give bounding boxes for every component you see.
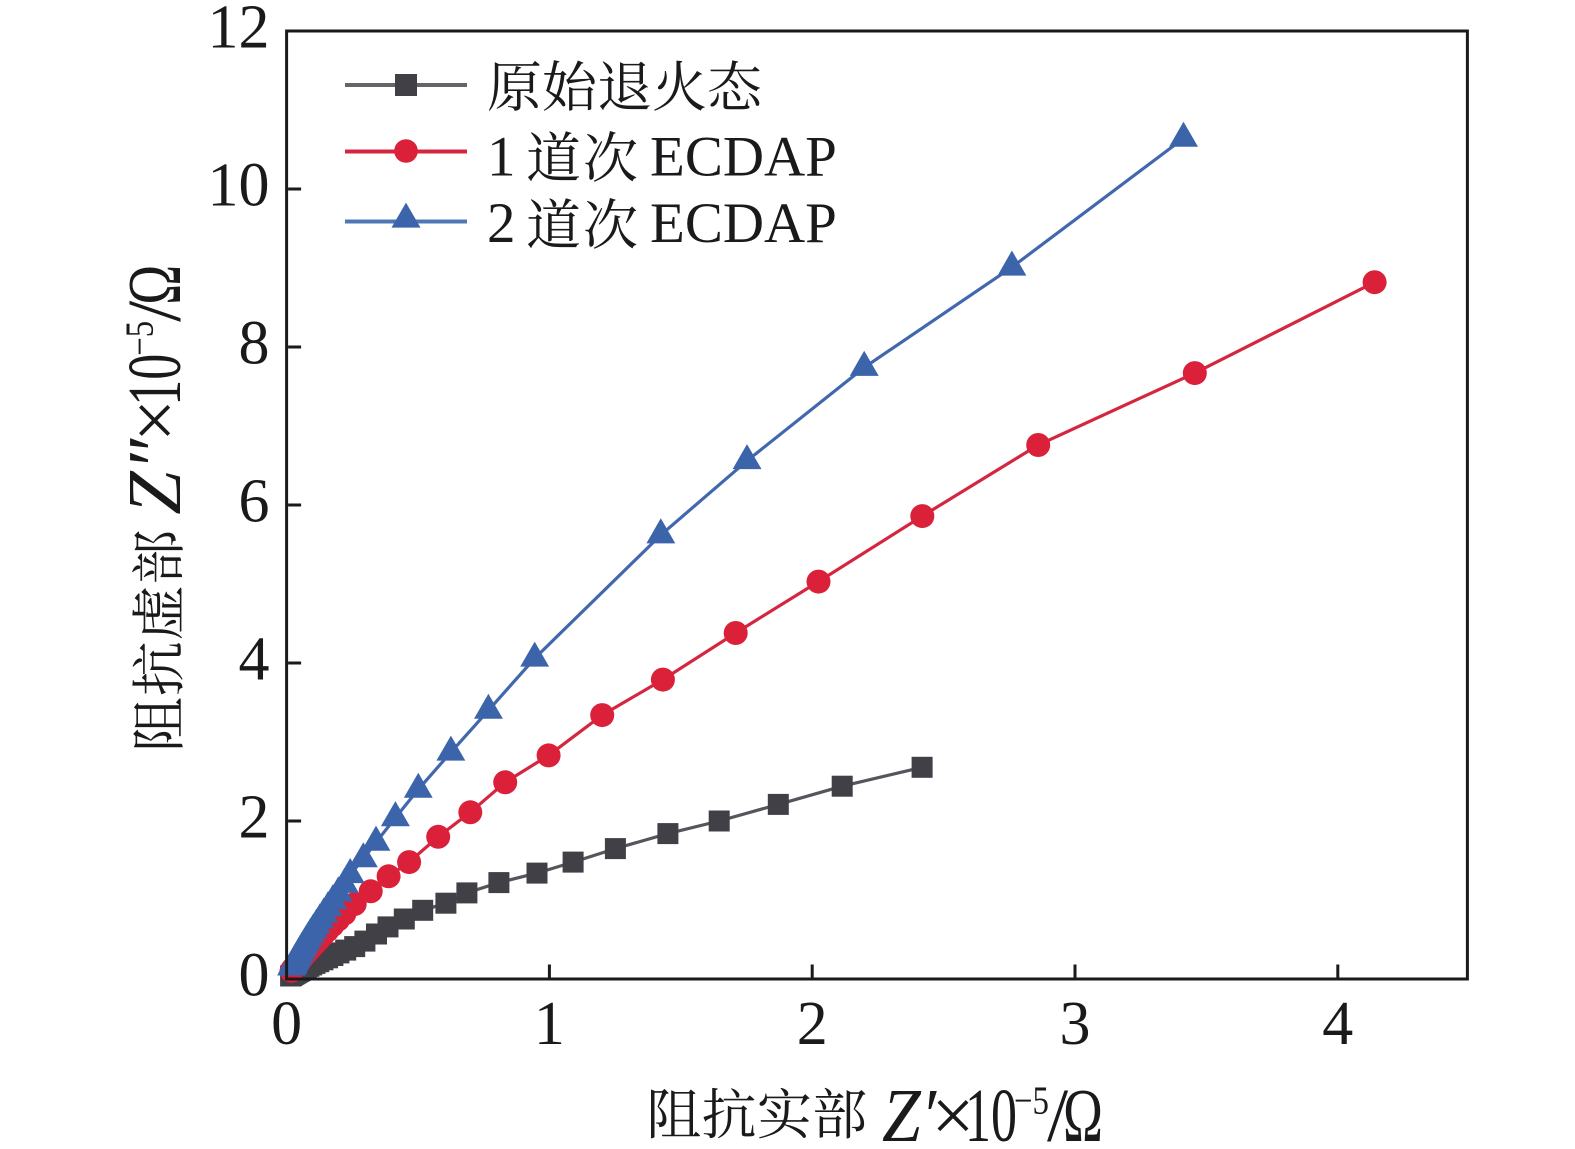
svg-text:1: 1 (534, 990, 565, 1058)
svg-text:2: 2 (487, 192, 516, 255)
svg-text:Ω: Ω (1063, 1074, 1103, 1149)
svg-text:Z′: Z′ (882, 1074, 937, 1149)
svg-text:2: 2 (239, 784, 270, 852)
svg-text:−5: −5 (1014, 1078, 1049, 1123)
svg-text:×: × (932, 1074, 975, 1149)
svg-text:10: 10 (208, 152, 270, 220)
svg-text:Z″: Z″ (113, 437, 197, 514)
svg-text:Ω: Ω (113, 265, 197, 305)
svg-text:12: 12 (208, 0, 270, 62)
svg-text:−5: −5 (117, 321, 162, 356)
svg-text:0: 0 (271, 990, 302, 1058)
svg-text:8: 8 (239, 310, 270, 378)
svg-text:/: / (113, 300, 197, 322)
svg-text:4: 4 (239, 626, 270, 694)
svg-text:0: 0 (239, 942, 270, 1010)
svg-text:2: 2 (797, 990, 828, 1058)
svg-text:/: / (1047, 1074, 1069, 1149)
svg-text:ECDAP: ECDAP (650, 192, 837, 255)
svg-text:3: 3 (1060, 990, 1091, 1058)
svg-text:6: 6 (239, 468, 270, 536)
svg-text:ECDAP: ECDAP (650, 126, 837, 189)
svg-text:4: 4 (1322, 990, 1353, 1058)
svg-text:1: 1 (487, 126, 516, 189)
svg-text:10: 10 (965, 1074, 1017, 1149)
svg-text:×: × (113, 399, 197, 442)
svg-text:10: 10 (113, 354, 197, 406)
